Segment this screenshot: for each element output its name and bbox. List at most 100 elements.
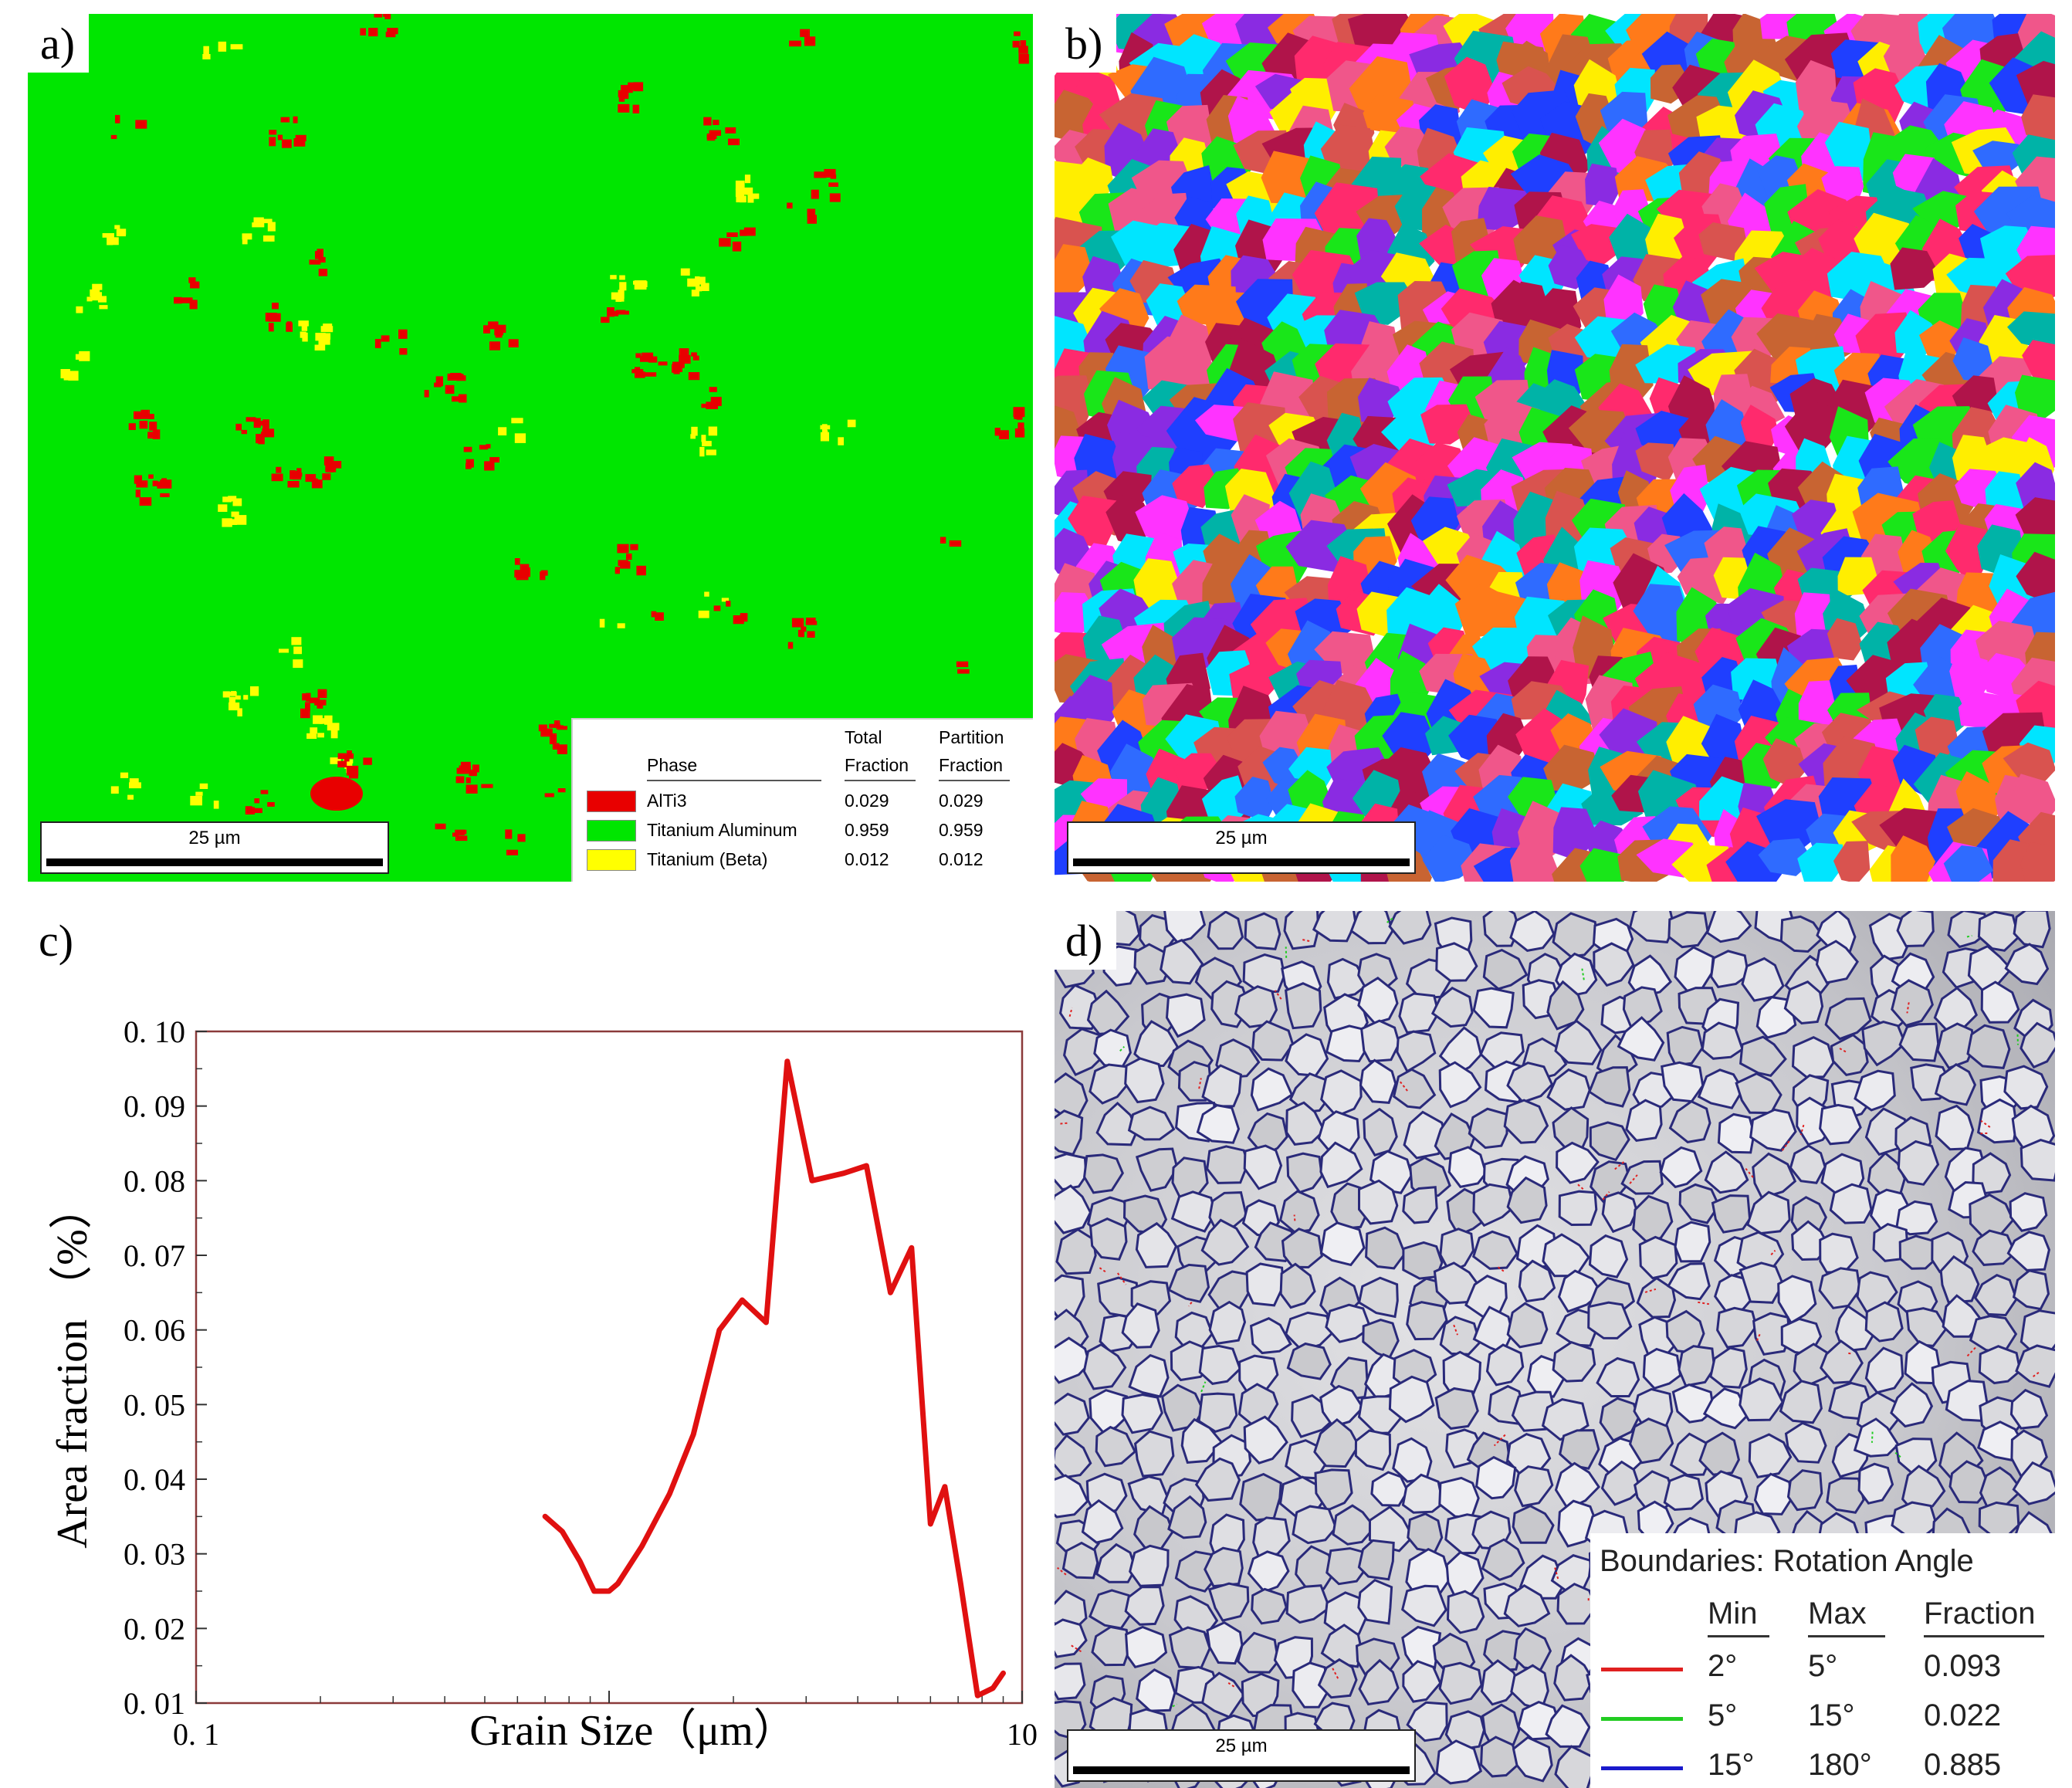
phase-speck <box>999 430 1009 439</box>
phase-speck <box>435 376 443 387</box>
phase-speck <box>655 612 664 621</box>
grain-boundary <box>2020 1139 2055 1182</box>
grain-boundary <box>1638 1235 1678 1280</box>
grain-boundary <box>1898 1022 1940 1062</box>
grain-boundary <box>1326 957 1369 1000</box>
grain-boundary <box>1791 1036 1835 1079</box>
phase-speck <box>222 496 232 503</box>
grain-boundary <box>1518 1554 1566 1600</box>
grain-boundary <box>1197 1392 1238 1434</box>
grain <box>2022 340 2055 381</box>
grain-boundary <box>1402 1241 1444 1280</box>
phase-speck <box>725 127 736 134</box>
phase-speck <box>687 278 698 287</box>
legend-header-phase: Phase <box>647 755 698 775</box>
phase-speck <box>644 372 657 377</box>
grain-boundary <box>1503 1584 1551 1627</box>
grain-boundary <box>1439 1316 1481 1356</box>
low-angle-boundary <box>1629 1174 1638 1184</box>
phase-speck <box>160 493 170 497</box>
phase-speck <box>1017 422 1024 432</box>
grain-boundary <box>1472 987 1515 1029</box>
grain <box>1833 841 1871 882</box>
phase-speck <box>455 776 465 784</box>
phase-speck <box>710 397 722 406</box>
grain-boundary <box>1625 1099 1663 1142</box>
phase-speck <box>601 317 610 323</box>
grain-boundary <box>1748 1433 1793 1478</box>
grain-boundary <box>1977 1421 2023 1462</box>
y-tick-label: 0. 07 <box>124 1238 185 1273</box>
low-angle-boundary <box>1745 1167 1754 1179</box>
legend-header-partition-1: Partition <box>939 727 1004 747</box>
grain-boundary <box>1789 1144 1827 1184</box>
grain-boundary <box>1135 1221 1178 1268</box>
phase-speck <box>114 225 120 229</box>
grain-boundary <box>1171 1156 1209 1198</box>
scale-bar-d: 25 µm <box>1067 1729 1416 1782</box>
phase-speck <box>540 571 546 581</box>
phase-speck <box>213 801 219 809</box>
phase-speck <box>235 695 241 700</box>
phase-speck <box>648 356 658 363</box>
phase-speck <box>607 307 614 317</box>
panel-label-a: a) <box>28 14 90 73</box>
phase-speck <box>514 558 520 565</box>
phase-speck <box>268 323 274 332</box>
grain-boundary <box>1392 1068 1437 1109</box>
legend-swatch-titanium-beta <box>587 849 636 871</box>
phase-speck <box>640 355 651 362</box>
grain-boundary <box>1697 1068 1745 1109</box>
phase-speck <box>599 618 605 628</box>
phase-speck <box>691 426 698 436</box>
grain-boundary <box>1438 1026 1483 1075</box>
phase-speck <box>706 133 716 141</box>
phase-speck <box>202 54 211 59</box>
grain-boundary <box>1752 1312 1791 1356</box>
phase-speck <box>237 708 242 716</box>
phase-speck <box>68 371 79 381</box>
y-tick-label: 0. 03 <box>124 1537 185 1572</box>
phase-speck <box>129 778 139 785</box>
phase-speck <box>617 623 625 628</box>
phase-speck <box>349 770 358 779</box>
phase-speck <box>1014 31 1021 36</box>
grain-boundary <box>1587 1301 1633 1339</box>
phase-speck <box>305 474 317 483</box>
grain-boundary <box>1936 1022 1976 1070</box>
grain-boundary <box>1129 1544 1170 1587</box>
legend-swatch-titanium-aluminum <box>587 820 636 842</box>
grain-boundary <box>1095 1101 1139 1146</box>
grain-boundary <box>1167 1263 1210 1303</box>
phase-speck <box>222 691 230 698</box>
grain-boundary <box>1777 1275 1817 1325</box>
phase-speck <box>262 419 269 430</box>
legend-rule <box>1924 1635 2044 1637</box>
grain-boundary <box>1439 1228 1475 1274</box>
phase-speck <box>1020 40 1027 51</box>
phase-speck <box>692 355 699 361</box>
phase-speck <box>514 570 526 578</box>
phase-speck <box>343 753 354 759</box>
grain <box>1135 495 1195 548</box>
grain-boundary <box>2009 1388 2049 1430</box>
grain-boundary <box>1406 1301 1448 1341</box>
legend-row-total: 0.029 <box>845 791 889 811</box>
phase-speck <box>383 14 388 17</box>
phase-speck <box>435 823 446 830</box>
low-angle-boundary <box>1227 1682 1235 1688</box>
grain-boundary <box>1891 1501 1938 1538</box>
phase-speck <box>134 411 141 419</box>
grain-boundary <box>1471 1230 1518 1270</box>
grain-boundary <box>1485 1343 1525 1387</box>
phase-speck <box>618 103 630 113</box>
phase-speck <box>634 280 647 290</box>
phase-speck <box>385 32 396 38</box>
legend-rule <box>939 780 1010 781</box>
phase-speck <box>317 249 323 256</box>
phase-speck <box>242 239 248 245</box>
low-angle-boundary <box>1755 1333 1761 1343</box>
phase-speck <box>814 171 827 178</box>
phase-speck <box>230 44 243 49</box>
scale-bar-a: 25 µm <box>40 821 389 874</box>
